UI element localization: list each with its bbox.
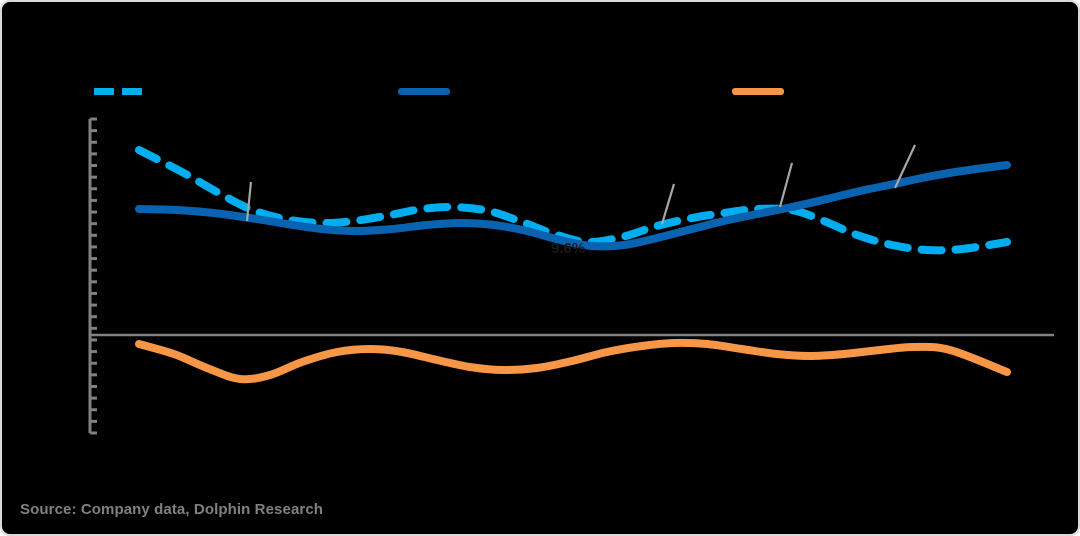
annotation-value-labels: 9.6% [551, 240, 585, 257]
annotation-leader-lines [245, 144, 916, 225]
legend-item-operating-margin[interactable] [398, 88, 450, 99]
series-line-net-margin [135, 338, 1011, 384]
leader-2 [660, 183, 676, 225]
legend-item-net-margin[interactable] [732, 88, 784, 99]
y-axis [88, 117, 97, 435]
leader-3 [778, 162, 794, 208]
source-note: Source: Company data, Dolphin Research [20, 501, 324, 518]
leader-1 [245, 181, 253, 222]
margin-value-label: 9.6% [551, 240, 585, 257]
leader-4 [894, 144, 916, 189]
legend-swatch-net-margin [732, 88, 784, 95]
series-line-operating-margin [135, 161, 1011, 251]
legend-swatch-gross-margin [94, 88, 142, 95]
series-line-gross-margin [135, 146, 1011, 255]
legend-item-gross-margin[interactable] [94, 88, 142, 99]
series-lines [135, 146, 1011, 384]
legend-swatch-operating-margin [398, 88, 450, 95]
